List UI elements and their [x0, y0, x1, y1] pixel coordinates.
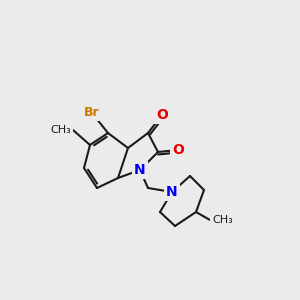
Text: O: O — [156, 108, 168, 122]
Text: N: N — [134, 163, 146, 177]
Text: CH₃: CH₃ — [212, 215, 233, 225]
Text: CH₃: CH₃ — [50, 125, 71, 135]
Text: Br: Br — [84, 106, 100, 119]
Text: O: O — [172, 143, 184, 157]
Text: N: N — [166, 185, 178, 199]
